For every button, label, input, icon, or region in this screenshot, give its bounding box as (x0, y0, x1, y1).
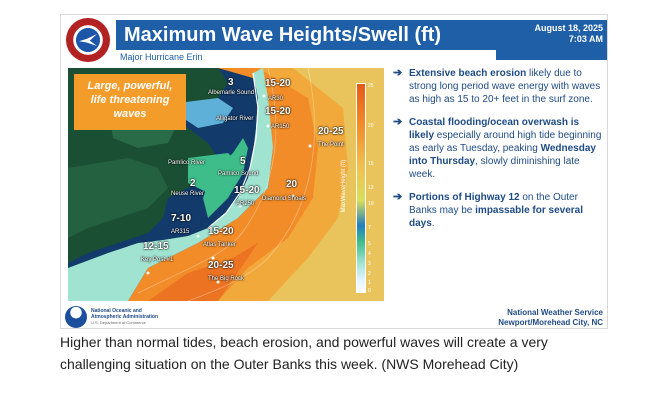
wave-value-ar315: 7-10 (171, 213, 192, 224)
nws-office: National Weather Service Newport/Morehea… (498, 308, 603, 327)
issue-time: 7:03 AM (568, 34, 603, 44)
graphic-footer: National Oceanic and Atmospheric Adminis… (61, 303, 607, 328)
wave-value-albemarle: 3 (228, 77, 234, 88)
impact-bullets: ➔ Extensive beach erosion likely due to … (391, 67, 605, 240)
wave-value-ar30: 15-20 (265, 78, 291, 89)
forecast-graphic: Maximum Wave Heights/Swell (ft) Major Hu… (60, 14, 608, 329)
place-pamlico-river: Pamlico River (168, 160, 206, 166)
legend-title: MaxWaveHeight (ft) (341, 159, 347, 213)
place-big-rock: The Big Rock (208, 276, 245, 282)
legend-tick: 12 (368, 185, 374, 191)
noaa-name: National Oceanic and Atmospheric Adminis… (91, 308, 159, 325)
place-the-point: The Point (318, 142, 344, 148)
arrow-right-icon: ➔ (393, 116, 403, 128)
legend-tick: 25 (368, 83, 374, 89)
impact-bullet-highway: ➔ Portions of Highway 12 on the Outer Ba… (393, 191, 583, 229)
storm-name: Major Hurricane Erin (116, 50, 496, 64)
place-ar250: AR250 (236, 201, 255, 207)
map-graphic (68, 68, 384, 301)
legend-tick: 7 (368, 225, 371, 231)
legend-tick: 15 (368, 161, 374, 167)
arrow-right-icon: ➔ (393, 67, 403, 79)
wave-value-big-rock: 20-25 (208, 260, 234, 271)
issue-datetime: August 18, 2025 7:03 AM (501, 23, 603, 45)
legend-tick: 5 (368, 241, 371, 247)
impact-bullet-erosion: ➔ Extensive beach erosion likely due to … (393, 67, 601, 105)
place-alligator-river: Alligator River (216, 116, 254, 122)
place-ar30: AR30 (268, 96, 284, 102)
arrow-right-icon: ➔ (393, 191, 403, 203)
legend-tick: 4 (368, 251, 371, 257)
place-pamlico-sound: Pamlico Sound (218, 171, 259, 177)
legend-tick: 3 (368, 261, 371, 267)
graphic-header: Maximum Wave Heights/Swell (ft) Major Hu… (61, 15, 607, 65)
legend-tick: 10 (368, 201, 374, 207)
impact-bullet-flooding: ➔ Coastal flooding/ocean overwash is lik… (393, 116, 602, 180)
legend-tick: 2 (368, 271, 371, 277)
place-ar315: AR315 (171, 229, 190, 235)
wave-value-atlas-tanker: 15-20 (208, 226, 234, 237)
legend-tick: 0 (368, 288, 371, 294)
nws-logo-icon (66, 18, 110, 62)
wave-value-ar150: 15-20 (265, 106, 291, 117)
wave-value-the-point: 20-25 (318, 126, 344, 137)
noaa-logo-icon (65, 306, 87, 328)
place-diamond-shoals: Diamond Shoals (262, 196, 307, 202)
wave-height-legend: 25 20 15 12 10 7 5 4 3 2 1 0 MaxWaveHeig… (341, 83, 382, 295)
wave-value-ar250: 15-20 (234, 185, 260, 196)
legend-color-bar (356, 83, 366, 293)
graphic-title: Maximum Wave Heights/Swell (ft) (116, 20, 496, 50)
wave-value-diamond-shoals: 20 (286, 179, 298, 190)
wave-value-neuse: 2 (190, 178, 196, 189)
issue-date: August 18, 2025 (534, 23, 603, 33)
place-neuse-river: Neuse River (171, 191, 205, 197)
legend-tick: 1 (368, 280, 371, 286)
wave-value-pamlico-sound: 5 (240, 156, 246, 167)
place-atlas-tanker: Atlas Tanker (203, 242, 236, 248)
place-key-post: Key Post #1 (141, 257, 174, 263)
wave-value-key-post: 12-15 (143, 241, 169, 252)
place-albemarle-sound: Albemarle Sound (208, 90, 255, 96)
wave-height-map: Large, powerful, life threatening waves … (68, 68, 384, 301)
warning-callout: Large, powerful, life threatening waves (74, 74, 186, 130)
legend-tick: 20 (368, 123, 374, 129)
image-caption: Higher than normal tides, beach erosion,… (60, 334, 548, 372)
place-ar150: AR150 (271, 124, 290, 130)
